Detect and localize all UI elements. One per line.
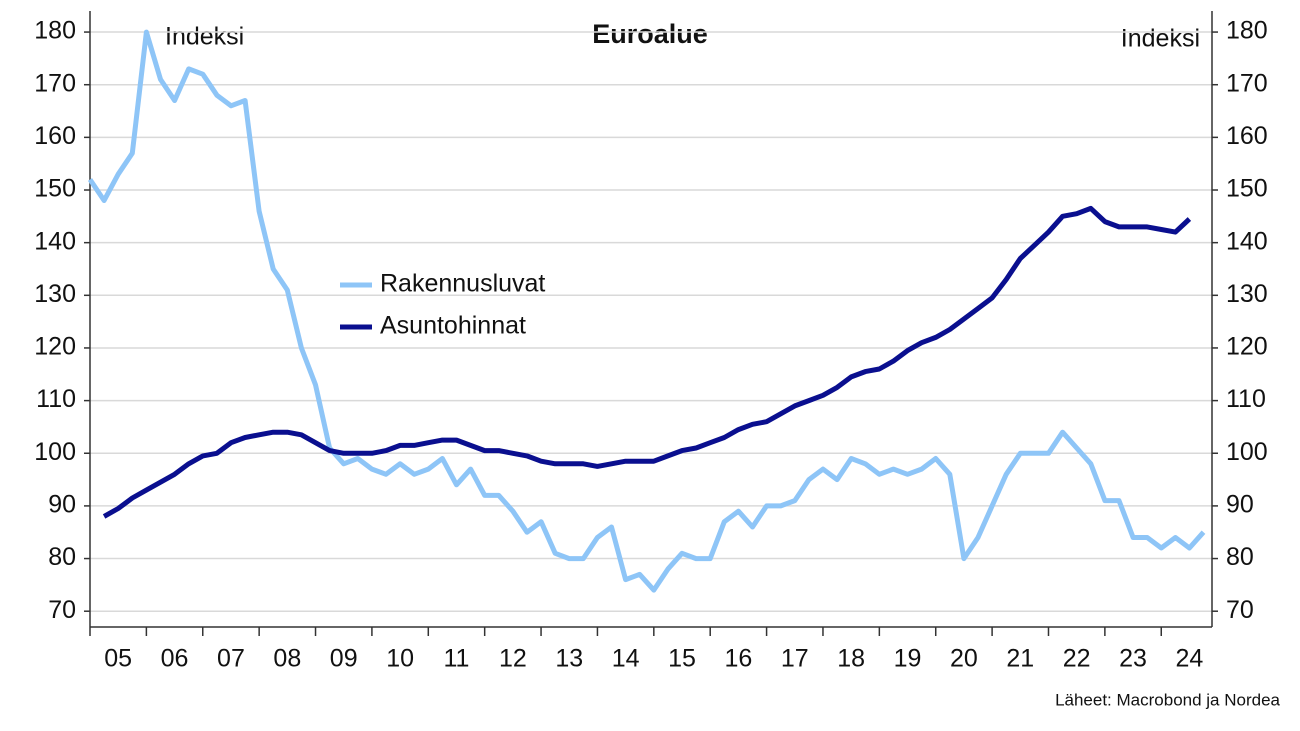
y-tick-label: 180 — [34, 17, 76, 45]
y2-axis-label: Indeksi — [1121, 25, 1200, 53]
y-tick-label: 80 — [48, 543, 76, 571]
x-tick-label: 11 — [444, 645, 470, 673]
y-tick-label: 120 — [34, 333, 76, 361]
series-line — [87, 29, 1206, 593]
source-note: Läheet: Macrobond ja Nordea — [1055, 690, 1280, 709]
x-tick-label: 19 — [894, 645, 922, 673]
y2-tick-label: 160 — [1226, 122, 1268, 150]
chart-title: Euroalue — [592, 19, 708, 49]
x-tick-label: 16 — [724, 645, 752, 673]
x-tick-label: 09 — [330, 645, 358, 673]
y-tick-label: 110 — [36, 385, 76, 413]
x-tick-label: 05 — [104, 645, 132, 673]
y-tick-label: 90 — [48, 491, 76, 519]
y2-tick-label: 110 — [1226, 385, 1266, 413]
legend-label: Asuntohinnat — [380, 312, 526, 340]
x-tick-label: 18 — [837, 645, 865, 673]
y-axis-label: Indeksi — [165, 23, 244, 51]
x-tick-label: 24 — [1176, 645, 1204, 673]
y2-tick-label: 100 — [1226, 438, 1268, 466]
y2-tick-label: 170 — [1226, 69, 1268, 97]
y2-tick-label: 70 — [1226, 596, 1254, 624]
y2-tick-label: 80 — [1226, 543, 1254, 571]
y-tick-label: 150 — [34, 175, 76, 203]
y-tick-label: 130 — [34, 280, 76, 308]
legend-label: Rakennusluvat — [380, 270, 545, 298]
x-tick-label: 13 — [555, 645, 583, 673]
x-tick-label: 17 — [781, 645, 809, 673]
y-tick-label: 170 — [34, 69, 76, 97]
y2-tick-label: 90 — [1226, 491, 1254, 519]
x-tick-label: 06 — [161, 645, 189, 673]
series-line — [102, 205, 1192, 519]
y2-tick-label: 140 — [1226, 227, 1268, 255]
y-tick-label: 140 — [34, 227, 76, 255]
x-tick-label: 08 — [273, 645, 301, 673]
y-tick-label: 70 — [48, 596, 76, 624]
y2-tick-label: 150 — [1226, 175, 1268, 203]
x-tick-label: 15 — [668, 645, 696, 673]
y-tick-label: 160 — [34, 122, 76, 150]
x-tick-label: 23 — [1119, 645, 1147, 673]
x-tick-label: 21 — [1006, 645, 1034, 673]
x-tick-label: 14 — [612, 645, 640, 673]
x-tick-label: 12 — [499, 645, 527, 673]
x-tick-label: 22 — [1063, 645, 1091, 673]
x-tick-label: 10 — [386, 645, 414, 673]
y-tick-label: 100 — [34, 438, 76, 466]
x-tick-label: 07 — [217, 645, 245, 673]
y2-tick-label: 120 — [1226, 333, 1268, 361]
y2-tick-label: 180 — [1226, 17, 1268, 45]
y2-tick-label: 130 — [1226, 280, 1268, 308]
x-tick-label: 20 — [950, 645, 978, 673]
